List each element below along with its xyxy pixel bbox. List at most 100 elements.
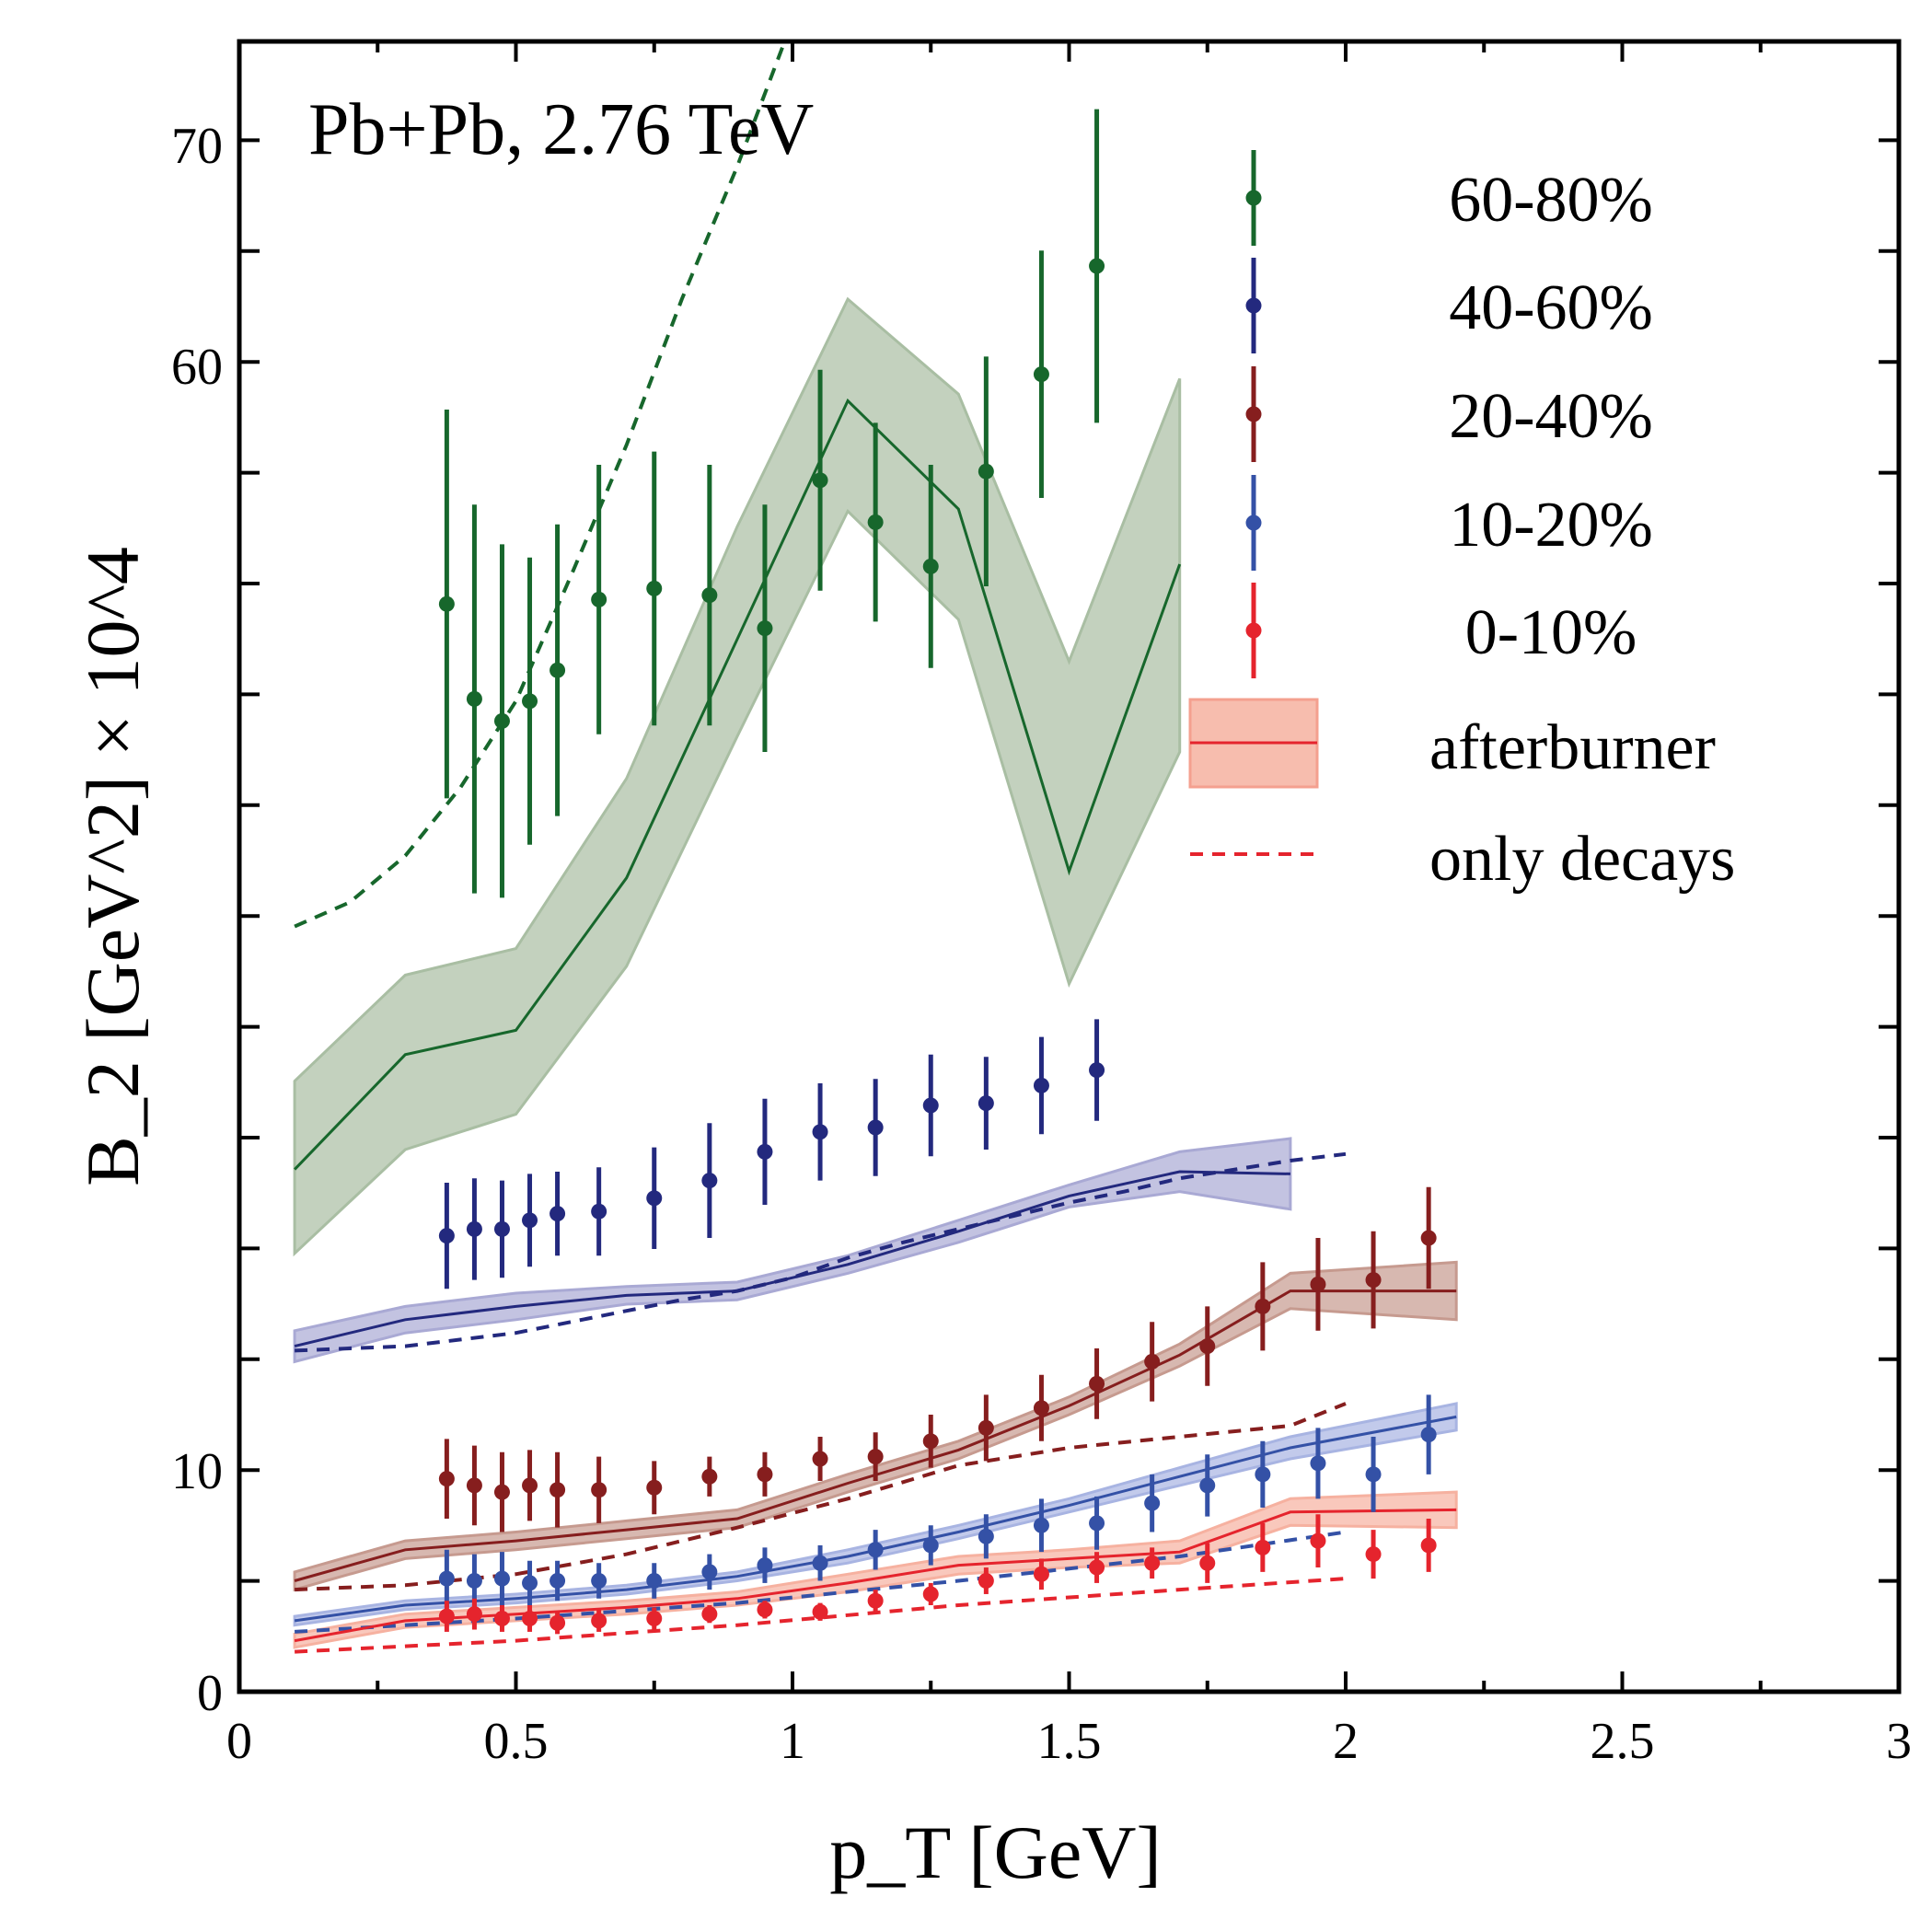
data-point-0-10pct bbox=[466, 1606, 482, 1623]
data-point-60-80pct bbox=[466, 690, 482, 707]
data-point-20-40pct bbox=[1310, 1276, 1326, 1292]
afterburner-line-10-20pct bbox=[294, 1415, 1457, 1623]
data-point-0-10pct bbox=[1310, 1532, 1326, 1549]
data-point-0-10pct bbox=[867, 1592, 884, 1609]
legend-label: afterburner bbox=[1429, 712, 1716, 783]
x-tick-label: 1.5 bbox=[1037, 1713, 1102, 1770]
data-point-40-60pct bbox=[922, 1097, 939, 1114]
legend-marker bbox=[1245, 622, 1262, 639]
afterburner-band-60-80pct bbox=[293, 296, 1182, 1257]
data-point-60-80pct bbox=[591, 591, 607, 607]
data-point-10-20pct bbox=[438, 1570, 455, 1587]
data-point-0-10pct bbox=[1199, 1555, 1216, 1571]
legend-label: 0-10% bbox=[1465, 597, 1637, 668]
data-point-10-20pct bbox=[1144, 1495, 1161, 1511]
data-point-10-20pct bbox=[1365, 1466, 1382, 1483]
data-point-20-40pct bbox=[1255, 1298, 1271, 1314]
legend: 60-80% 40-60% 20-40% 10-20% 0-10% afterburner… bbox=[1188, 150, 1735, 895]
legend-marker bbox=[1245, 406, 1262, 422]
data-point-20-40pct bbox=[867, 1449, 884, 1465]
data-point-0-10pct bbox=[522, 1610, 538, 1626]
y-tick-label: 0 bbox=[197, 1665, 223, 1722]
data-points bbox=[438, 109, 1437, 1635]
data-point-0-10pct bbox=[550, 1614, 566, 1631]
data-point-10-20pct bbox=[522, 1575, 538, 1591]
data-point-0-10pct bbox=[812, 1603, 828, 1620]
data-point-20-40pct bbox=[1199, 1338, 1216, 1355]
data-point-0-10pct bbox=[1089, 1559, 1105, 1576]
data-point-40-60pct bbox=[646, 1190, 663, 1207]
data-point-10-20pct bbox=[922, 1537, 939, 1554]
data-point-20-40pct bbox=[522, 1477, 538, 1494]
data-point-0-10pct bbox=[701, 1606, 718, 1623]
legend-marker bbox=[1245, 190, 1262, 206]
data-point-60-80pct bbox=[438, 596, 455, 612]
data-point-0-10pct bbox=[646, 1610, 663, 1626]
x-tick-label: 2 bbox=[1333, 1713, 1359, 1770]
data-point-20-40pct bbox=[978, 1419, 994, 1436]
data-point-0-10pct bbox=[493, 1610, 510, 1626]
legend-label: 20-40% bbox=[1449, 381, 1653, 452]
data-point-20-40pct bbox=[591, 1482, 607, 1498]
data-point-20-40pct bbox=[493, 1484, 510, 1500]
data-point-10-20pct bbox=[646, 1573, 663, 1589]
data-point-40-60pct bbox=[1033, 1077, 1049, 1093]
x-tick-label: 1 bbox=[780, 1713, 805, 1770]
legend-marker bbox=[1245, 297, 1262, 314]
data-point-60-80pct bbox=[646, 580, 663, 596]
data-point-0-10pct bbox=[1420, 1537, 1437, 1554]
data-point-20-40pct bbox=[922, 1433, 939, 1450]
decays-line-40-60pct bbox=[295, 1151, 1347, 1353]
decays-line-0-10pct bbox=[295, 1577, 1347, 1654]
afterburner-band-0-10pct bbox=[293, 1490, 1458, 1649]
legend-label: only decays bbox=[1429, 824, 1735, 895]
data-point-60-80pct bbox=[1033, 366, 1049, 383]
data-point-60-80pct bbox=[522, 693, 538, 710]
data-point-60-80pct bbox=[812, 472, 828, 489]
data-point-20-40pct bbox=[1365, 1272, 1382, 1289]
data-point-20-40pct bbox=[757, 1466, 773, 1483]
data-point-60-80pct bbox=[757, 620, 773, 637]
data-point-10-20pct bbox=[493, 1570, 510, 1587]
data-point-40-60pct bbox=[550, 1206, 566, 1222]
data-point-20-40pct bbox=[1144, 1353, 1161, 1370]
data-point-20-40pct bbox=[466, 1477, 482, 1494]
data-point-40-60pct bbox=[978, 1095, 994, 1112]
data-point-0-10pct bbox=[1255, 1539, 1271, 1555]
data-point-10-20pct bbox=[466, 1573, 482, 1589]
x-tick-label: 3 bbox=[1886, 1713, 1912, 1770]
afterburner-band-10-20pct bbox=[293, 1402, 1458, 1627]
y-axis-title: B_2 [GeV^2] × 10^4 bbox=[71, 547, 155, 1186]
data-point-40-60pct bbox=[1089, 1062, 1105, 1079]
data-point-60-80pct bbox=[493, 712, 510, 729]
legend-marker bbox=[1245, 515, 1262, 531]
data-point-10-20pct bbox=[591, 1573, 607, 1589]
data-point-40-60pct bbox=[493, 1220, 510, 1237]
data-point-60-80pct bbox=[867, 514, 884, 530]
data-point-10-20pct bbox=[757, 1557, 773, 1574]
data-point-0-10pct bbox=[922, 1586, 939, 1602]
data-point-60-80pct bbox=[978, 463, 994, 480]
data-point-10-20pct bbox=[1199, 1477, 1216, 1494]
data-point-10-20pct bbox=[978, 1528, 994, 1544]
data-point-10-20pct bbox=[867, 1542, 884, 1558]
legend-label: 60-80% bbox=[1449, 165, 1653, 236]
data-point-0-10pct bbox=[757, 1602, 773, 1618]
legend-label: 10-20% bbox=[1449, 490, 1653, 561]
afterburner-line-60-80pct bbox=[294, 398, 1182, 1171]
data-point-40-60pct bbox=[522, 1212, 538, 1229]
data-point-20-40pct bbox=[1420, 1230, 1437, 1246]
y-tick-label: 70 bbox=[171, 118, 223, 175]
data-point-10-20pct bbox=[1420, 1427, 1437, 1443]
data-point-10-20pct bbox=[1033, 1517, 1049, 1533]
data-point-10-20pct bbox=[812, 1555, 828, 1571]
axes: 0 0.5 1 1.5 2 2.5 3 0 10 60 70 p_T [GeV] B_2 [GeV^2]… bbox=[71, 39, 1912, 1894]
data-point-40-60pct bbox=[757, 1143, 773, 1160]
data-point-0-10pct bbox=[1144, 1555, 1161, 1571]
data-point-0-10pct bbox=[591, 1613, 607, 1629]
data-point-40-60pct bbox=[466, 1220, 482, 1237]
data-point-20-40pct bbox=[646, 1479, 663, 1496]
data-point-0-10pct bbox=[1033, 1566, 1049, 1582]
y-tick-label: 60 bbox=[171, 339, 223, 396]
